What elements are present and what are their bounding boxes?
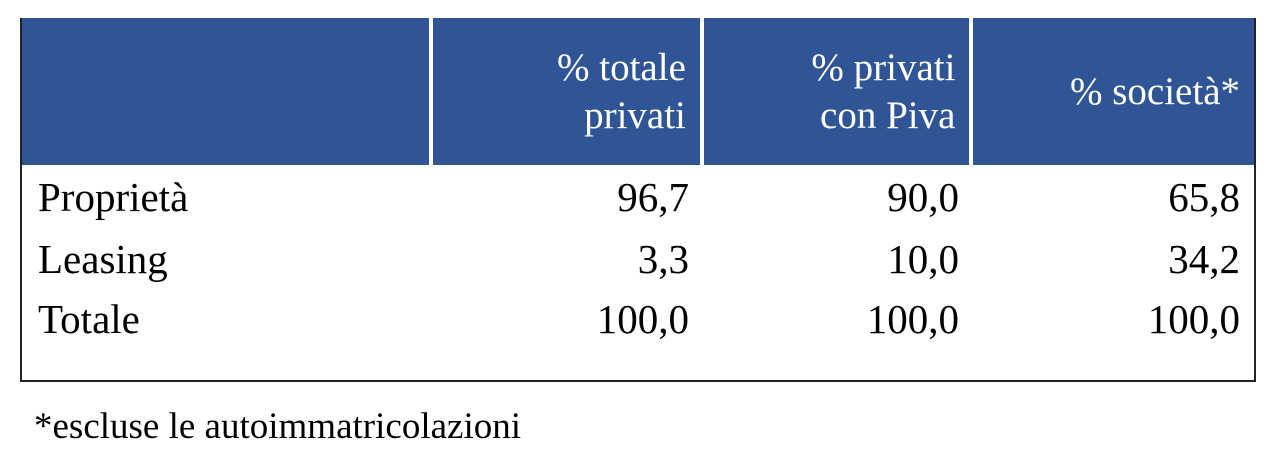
header-text: % totale [557,45,686,89]
row-label: Totale [38,296,140,342]
header-cell: % società* [973,18,1254,165]
header-cell: % privati con Piva [703,18,970,165]
table: % totale privati % privati con Piva % so… [20,18,1256,382]
cell-value: 100,0 [1147,296,1240,342]
header-text: con Piva [820,93,956,137]
header-text: % società* [1069,69,1240,113]
row-label: Leasing [38,236,168,282]
table-row: Proprietà 96,7 90,0 65,8 [22,165,1254,229]
table-row: Totale 100,0 100,0 100,0 [22,289,1254,349]
header-row: % totale privati % privati con Piva % so… [22,18,1254,165]
cell-value: 10,0 [887,236,959,282]
header-cell: % totale privati [433,18,700,165]
header-cell [22,18,430,165]
header-text: privati [584,93,686,137]
cell-value: 96,7 [617,174,689,220]
cell-value: 100,0 [596,296,689,342]
cell-value: 90,0 [887,174,959,220]
table-row: Leasing 3,3 10,0 34,2 [22,229,1254,289]
cell-value: 3,3 [637,236,689,282]
header-text: % privati [811,45,956,89]
cell-value: 100,0 [866,296,959,342]
cell-value: 65,8 [1168,174,1240,220]
row-label: Proprietà [38,174,189,220]
table-body: Proprietà 96,7 90,0 65,8 Leasing 3,3 10,0 34,2 T… [22,165,1254,349]
cell-value: 34,2 [1168,236,1240,282]
footnote: *escluse le autoimmatricolazioni [34,406,521,447]
